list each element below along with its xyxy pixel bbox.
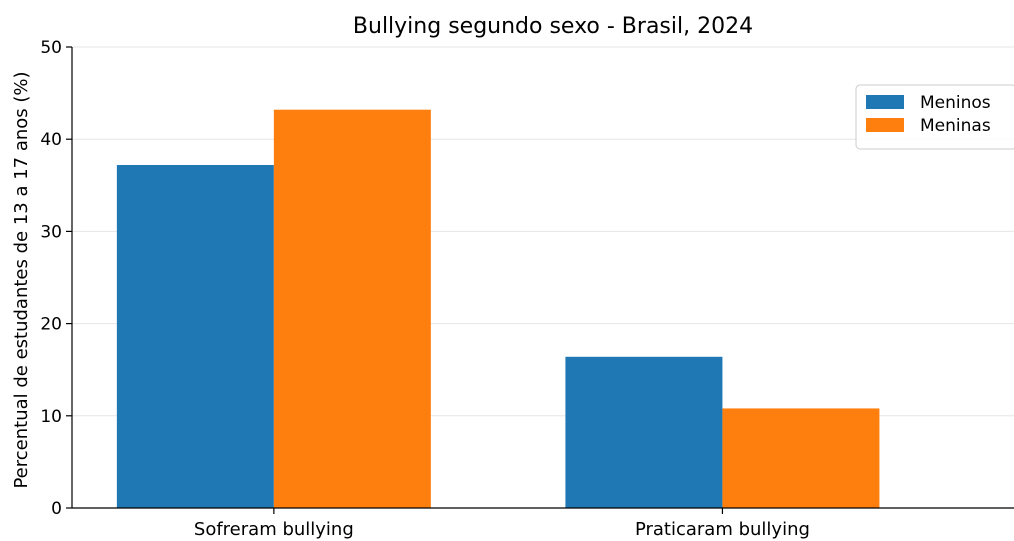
legend-label-meninas: Meninas — [920, 116, 991, 136]
y-tick-label: 20 — [40, 315, 62, 335]
x-tick-label: Praticaram bullying — [635, 519, 810, 540]
chart-title: Bullying segundo sexo - Brasil, 2024 — [353, 14, 753, 39]
y-axis-label: Percentual de estudantes de 13 a 17 anos… — [11, 71, 32, 488]
bar-meninas-2 — [722, 408, 880, 508]
y-tick-label: 10 — [40, 407, 62, 427]
legend: Meninos Meninas — [855, 84, 1014, 150]
y-tick-label: 50 — [40, 38, 62, 58]
y-tick-label: 40 — [40, 130, 62, 150]
legend-swatch-meninos — [866, 95, 904, 109]
y-tick-label: 0 — [51, 499, 62, 519]
bar-meninos-2 — [565, 356, 723, 508]
y-tick-label: 30 — [40, 222, 62, 242]
bar-meninos-1 — [116, 165, 274, 509]
x-tick-label: Sofreram bullying — [194, 519, 354, 540]
legend-swatch-meninas — [866, 118, 904, 132]
bar-meninas-1 — [273, 109, 431, 509]
axes: 0 10 20 30 40 50 Sofreram bullying Praticaram b… — [40, 38, 1014, 540]
legend-label-meninos: Meninos — [920, 93, 991, 113]
bars — [116, 109, 880, 509]
